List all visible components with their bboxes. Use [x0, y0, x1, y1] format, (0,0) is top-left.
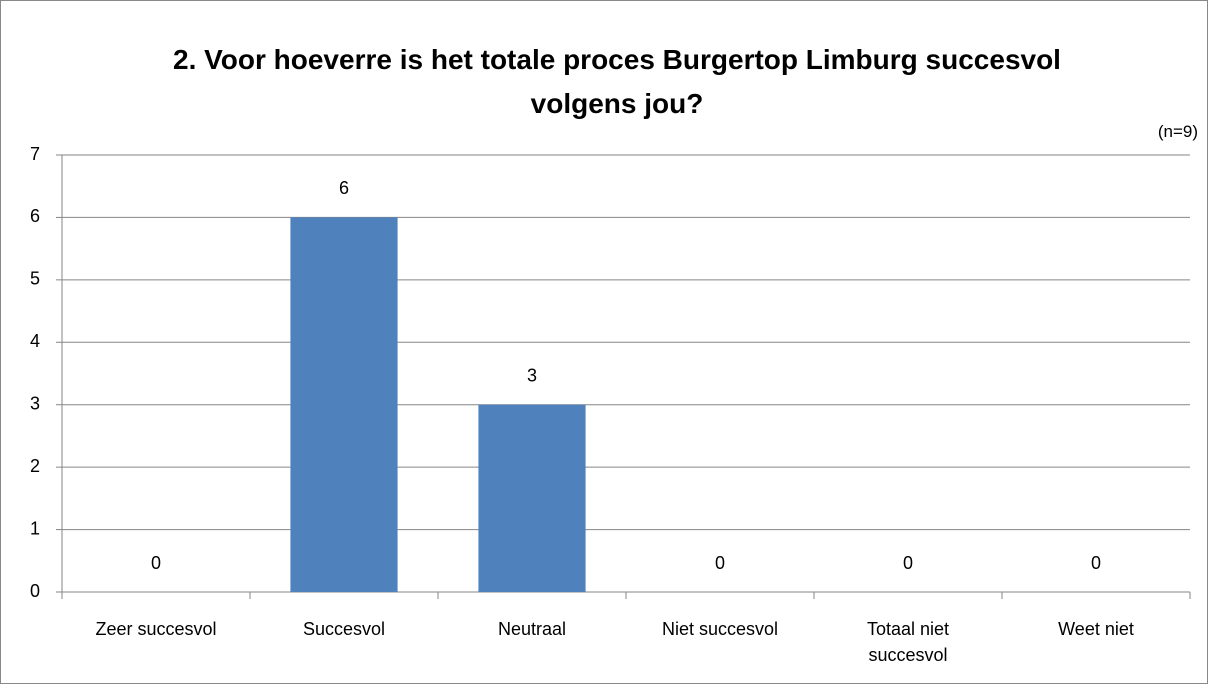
x-tick-label: Totaal niet succesvol	[866, 619, 950, 665]
y-tick-label: 1	[30, 518, 40, 538]
data-label: 6	[339, 178, 349, 198]
data-label: 3	[527, 365, 537, 385]
annotation: (n=9)	[1157, 122, 1198, 141]
x-tick-label: Zeer succesvol	[95, 619, 217, 639]
y-tick-label: 6	[30, 206, 40, 226]
x-tick-label: Weet niet	[1058, 619, 1134, 639]
chart-title: 2. Voor hoeverre is het totale proces Bu…	[173, 44, 1061, 119]
x-tick-label: Niet succesvol	[661, 619, 779, 639]
y-tick-label: 7	[30, 144, 40, 164]
y-tick-label: 0	[30, 581, 40, 601]
data-label: 0	[903, 553, 913, 573]
bar	[290, 217, 398, 592]
x-tick-label: Neutraal	[497, 619, 567, 639]
y-tick-label: 5	[30, 269, 40, 289]
y-tick-label: 4	[30, 331, 40, 351]
x-tick-label: Succesvol	[302, 619, 386, 639]
data-label: 0	[1091, 553, 1101, 573]
y-tick-label: 2	[30, 456, 40, 476]
data-label: 0	[151, 553, 161, 573]
data-label: 0	[715, 553, 725, 573]
y-tick-label: 3	[30, 393, 40, 413]
bar	[478, 404, 586, 592]
